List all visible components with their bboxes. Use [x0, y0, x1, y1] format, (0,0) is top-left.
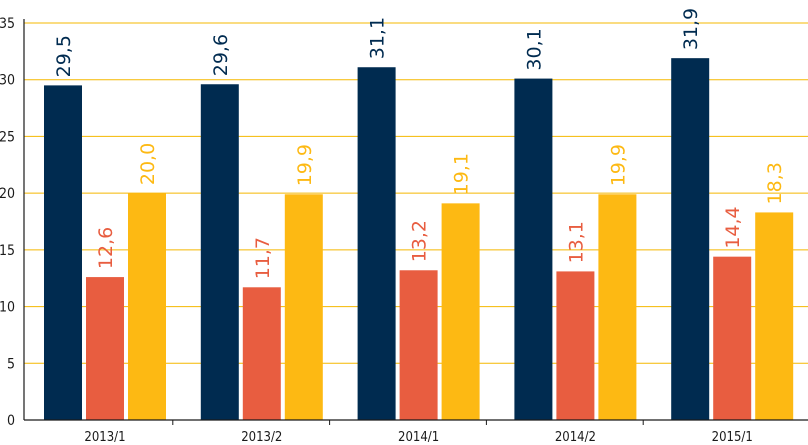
data-label-2013-2-s1: 29,6	[210, 34, 232, 76]
bar-2013-1-s1	[44, 85, 82, 420]
x-tick-label-2013-1: 2013/1	[84, 430, 125, 445]
data-label-2014-2-s2: 13,1	[565, 221, 587, 263]
bar-2014-1-s2	[399, 270, 438, 420]
data-label-2013-1-s1: 29,5	[53, 35, 75, 77]
y-tick-label-35: 35	[0, 16, 15, 32]
y-tick-label-25: 25	[0, 129, 15, 145]
x-tick-label-2013-2: 2013/2	[241, 430, 282, 445]
y-tick-label-30: 30	[0, 73, 15, 89]
labels-layer: 0 5 10 15 20 25 30 35 29,5 12,6 20,0 2013/1 29,6 11,7…	[0, 8, 786, 445]
bar-2013-1-s3	[128, 193, 166, 420]
data-label-2014-1-s2: 13,2	[409, 220, 431, 262]
bar-2015-1-s3	[755, 212, 794, 420]
bar-2014-1-s3	[441, 203, 480, 420]
data-label-2015-1-s1: 31,9	[680, 8, 702, 50]
y-tick-label-0: 0	[7, 413, 15, 429]
data-label-2013-2-s2: 11,7	[252, 237, 274, 279]
data-label-2015-1-s2: 14,4	[722, 206, 744, 248]
data-label-2013-2-s3: 19,9	[294, 144, 316, 186]
x-tick-label-2015-1: 2015/1	[712, 430, 753, 445]
axis-layer	[23, 19, 808, 425]
bar-2015-1-s2	[713, 256, 752, 420]
data-label-2014-1-s1: 31,1	[367, 17, 389, 59]
bar-2013-2-s3	[284, 194, 323, 420]
data-label-2014-2-s3: 19,9	[607, 144, 629, 186]
bar-2013-1-s2	[86, 277, 124, 420]
bar-2014-2-s1	[514, 78, 553, 420]
y-tick-label-15: 15	[0, 243, 15, 259]
x-tick-label-2014-2: 2014/2	[555, 430, 596, 445]
y-tick-label-10: 10	[0, 300, 15, 316]
x-tick-label-2014-1: 2014/1	[398, 430, 439, 445]
data-label-2014-1-s3: 19,1	[451, 153, 473, 195]
bar-2014-2-s2	[556, 271, 595, 420]
y-tick-label-20: 20	[0, 186, 15, 202]
bar-2014-1-s1	[357, 67, 396, 420]
bar-2015-1-s1	[671, 58, 710, 421]
bar-2014-2-s3	[598, 194, 637, 420]
data-label-2013-1-s3: 20,0	[137, 143, 159, 185]
data-label-2013-1-s2: 12,6	[95, 227, 117, 269]
data-label-2014-2-s1: 30,1	[523, 28, 545, 70]
bar-2013-2-s1	[200, 84, 239, 420]
y-tick-label-5: 5	[7, 356, 15, 372]
bar-2013-2-s2	[242, 287, 281, 420]
bars-layer	[44, 58, 794, 421]
data-label-2015-1-s3: 18,3	[764, 162, 786, 204]
